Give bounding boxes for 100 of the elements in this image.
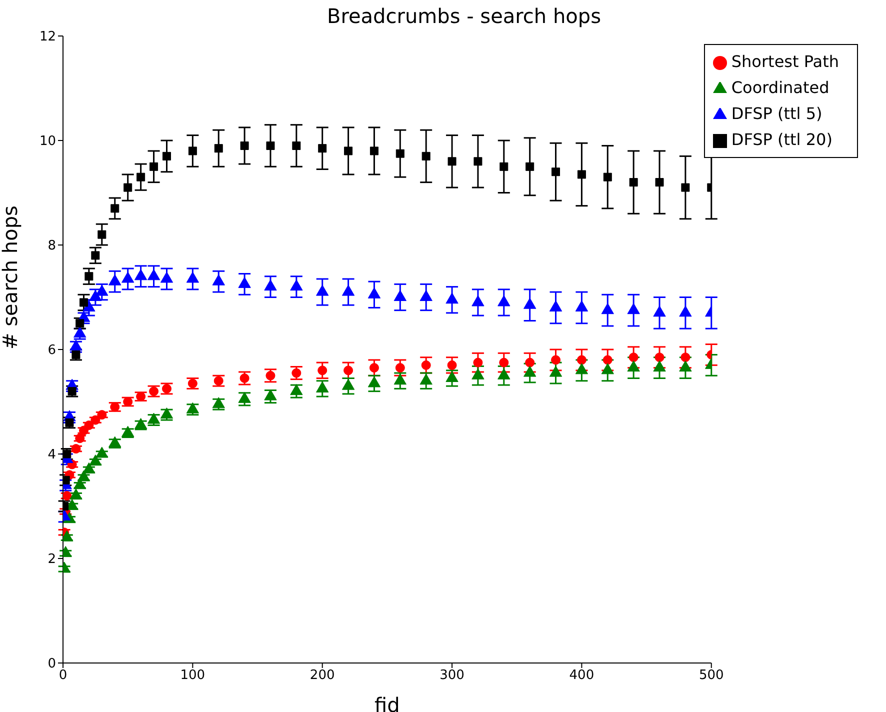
x-tick-label: 500 [698,668,724,684]
point [603,172,612,182]
point [98,230,106,239]
point [91,251,100,260]
point [214,144,223,153]
point [627,360,640,372]
point [447,360,457,370]
point [266,370,276,380]
point [84,420,94,430]
point [162,152,171,160]
x-tick-label: 300 [440,668,464,684]
point [653,360,666,372]
legend-label: DFSP (ttl 5) [731,104,822,123]
y-tick-label: 2 [48,552,56,568]
point [653,306,666,317]
point [524,366,536,377]
point [575,300,588,312]
point [90,415,100,425]
legend-label: DFSP (ttl 20) [731,130,832,149]
y-tick-label: 0 [48,656,56,672]
y-tick-label: 6 [48,343,56,358]
point [150,162,158,171]
point [655,178,664,187]
point [576,355,586,365]
point [240,141,249,150]
point [679,306,692,317]
point [316,381,329,392]
point [212,274,225,286]
point [601,303,614,314]
point [368,287,381,298]
point [680,352,690,362]
point [122,272,134,283]
point [136,172,146,182]
point [420,290,432,302]
point [292,368,302,378]
point [238,276,251,288]
point [549,300,562,312]
point [96,284,108,296]
point [147,269,160,280]
point [679,360,692,372]
point [89,290,102,302]
point [654,352,664,362]
point [316,284,329,296]
point [65,418,74,427]
point [71,444,81,454]
point [110,204,120,213]
point [575,363,588,374]
point [89,454,102,466]
point [472,295,484,306]
point [446,370,458,382]
point [549,366,562,377]
point [160,272,174,283]
point [526,162,534,171]
point [498,368,510,380]
point [72,350,80,359]
point [76,319,84,328]
x-tick-label: 0 [58,668,68,684]
point [577,170,586,179]
point [602,355,612,365]
point [108,274,122,286]
point [551,355,561,365]
point [68,387,76,396]
point [344,366,354,376]
point [498,295,510,306]
point [124,183,132,192]
point [82,462,96,474]
point [70,488,82,500]
point [96,446,108,458]
x-tick-label: 400 [569,668,594,684]
point [292,141,301,150]
point [342,378,355,390]
point [396,149,404,158]
point [394,374,406,385]
point [147,412,160,424]
point [552,168,560,176]
point [368,376,381,388]
point [342,284,355,296]
point [318,144,327,153]
point [238,392,251,403]
point [525,358,535,368]
point [446,292,458,304]
point [240,373,250,383]
chart-title: Breadcrumbs - search hops [326,4,602,28]
y-tick-label: 4 [48,448,56,463]
point [77,470,90,482]
point [186,272,200,283]
x-tick-label: 200 [310,668,335,684]
point [264,280,277,291]
point [186,402,200,414]
point [601,363,614,374]
point [524,298,536,309]
point [394,290,406,302]
point [318,366,328,376]
y-tick-label: 12 [39,30,56,45]
legend-label: Coordinated [731,78,830,97]
x-axis-title: fid [374,693,400,712]
x-tick-label: 100 [180,668,206,684]
point [628,352,638,362]
point [422,152,430,160]
point [290,384,303,396]
